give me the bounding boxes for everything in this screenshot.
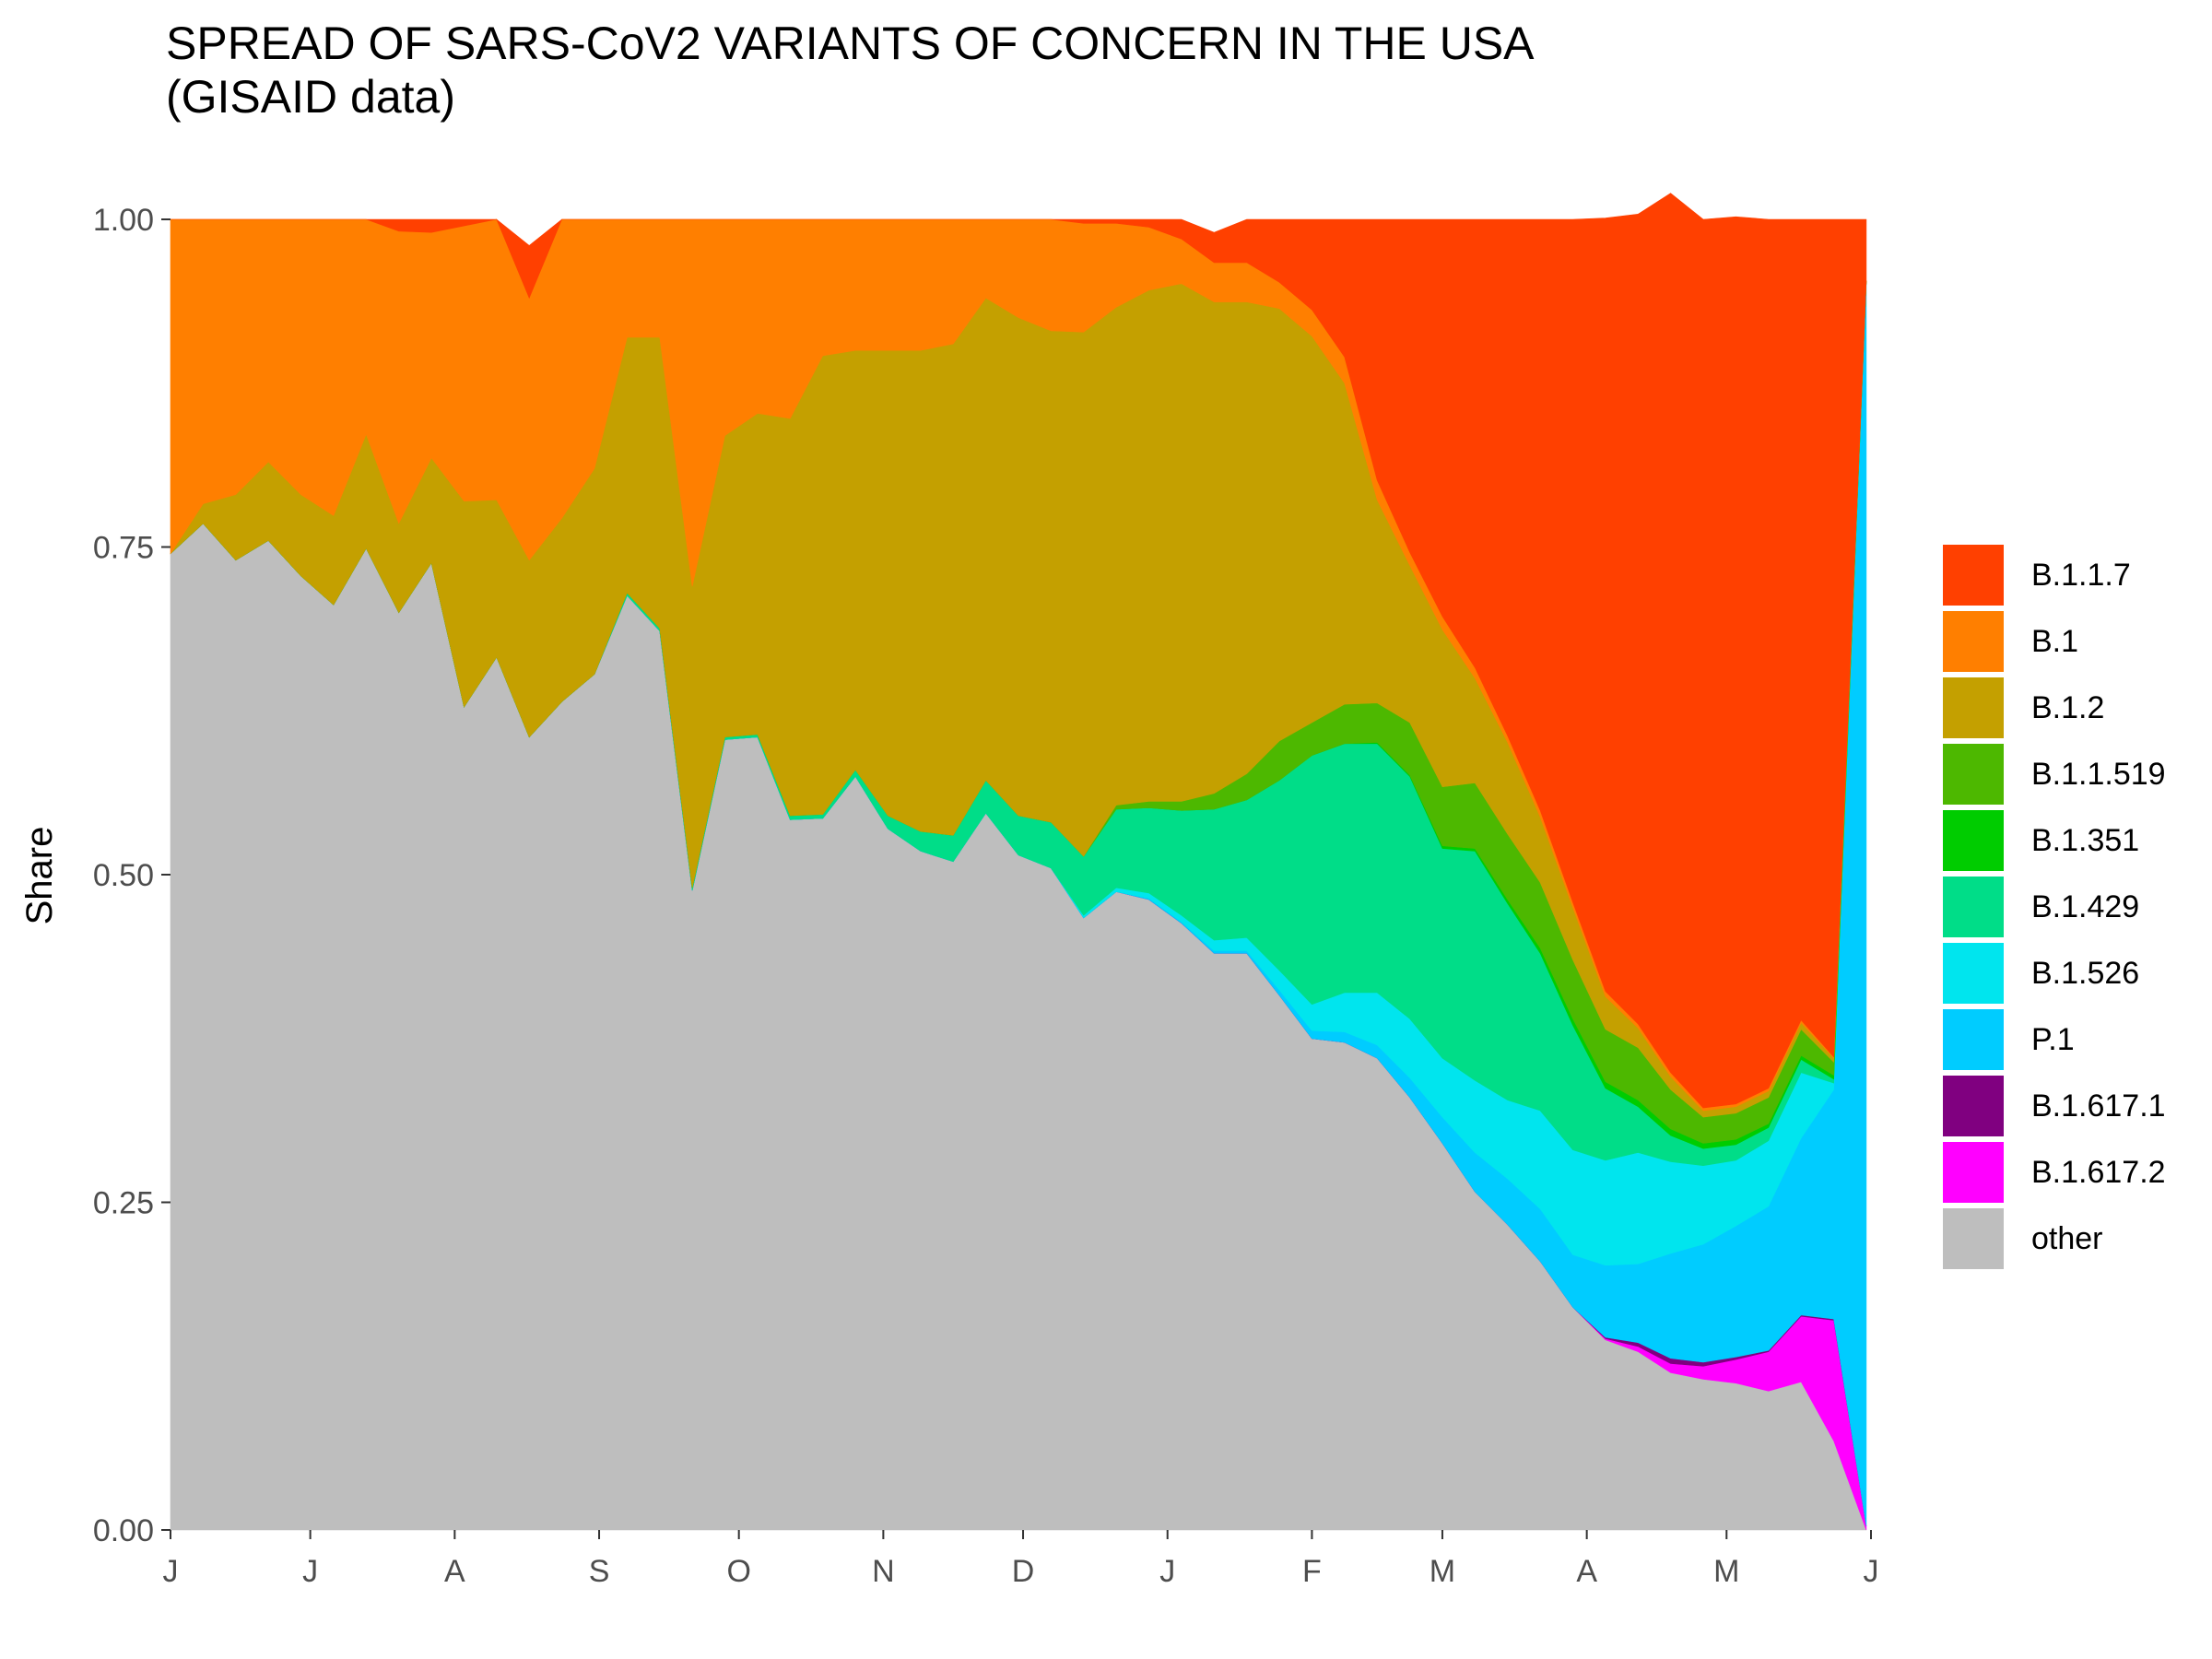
legend-label: B.1.429 [2031,888,2140,924]
legend-label: B.1.2 [2031,689,2105,725]
y-axis: 0.00 0.25 0.50 0.75 1.00 [93,203,171,1548]
legend-swatch [1943,545,2004,606]
chart-title-line-1: SPREAD OF SARS-CoV2 VARIANTS OF CONCERN … [166,18,1535,69]
legend-label: B.1.1.519 [2031,756,2166,792]
legend-swatch [1943,677,2004,738]
legend-label: other [2031,1220,2103,1256]
legend-item-b-1-1-519: B.1.1.519 [1943,741,2166,807]
legend-label: B.1.617.2 [2031,1154,2166,1190]
y-tick-label: 0.75 [93,531,154,566]
stacked-area-layer [170,193,1867,1531]
x-tick-label: J [302,1554,318,1589]
legend-label: B.1.617.1 [2031,1088,2166,1124]
legend-item-other: other [1943,1206,2166,1272]
legend-swatch [1943,1142,2004,1203]
x-tick-label: A [1576,1554,1597,1589]
legend: B.1.1.7 B.1 B.1.2 B.1.1.519 B.1.351 B.1.429 B.… [1943,542,2166,1272]
y-tick-label: 0.50 [93,858,154,893]
legend-item-b-1-429: B.1.429 [1943,874,2166,940]
legend-label: B.1.351 [2031,822,2140,858]
y-tick-label: 0.25 [93,1186,154,1221]
legend-swatch [1943,611,2004,672]
x-tick-label: J [1159,1554,1175,1589]
legend-swatch [1943,744,2004,805]
legend-swatch [1943,943,2004,1004]
x-tick-label: M [1430,1554,1455,1589]
legend-label: B.1 [2031,623,2079,659]
legend-swatch [1943,1076,2004,1136]
x-tick-label: D [1012,1554,1035,1589]
legend-label: P.1 [2031,1021,2075,1057]
legend-item-b-1-617-1: B.1.617.1 [1943,1073,2166,1139]
legend-label: B.1.1.7 [2031,557,2131,593]
legend-item-b-1-2: B.1.2 [1943,675,2166,741]
legend-swatch [1943,810,2004,871]
legend-swatch [1943,877,2004,937]
x-tick-label: F [1302,1554,1322,1589]
chart-title: SPREAD OF SARS-CoV2 VARIANTS OF CONCERN … [166,17,1535,124]
x-tick-label: O [726,1554,750,1589]
legend-item-b-1-351: B.1.351 [1943,807,2166,874]
x-tick-label: S [589,1554,610,1589]
legend-item-b-1: B.1 [1943,608,2166,675]
legend-swatch [1943,1009,2004,1070]
x-tick-label: J [163,1554,179,1589]
y-tick-label: 1.00 [93,203,154,238]
x-tick-label: N [872,1554,895,1589]
legend-item-b-1-1-7: B.1.1.7 [1943,542,2166,608]
x-tick-label: M [1713,1554,1739,1589]
y-tick-label: 0.00 [93,1513,154,1548]
legend-item-p-1: P.1 [1943,1006,2166,1073]
chart-title-line-2: (GISAID data) [166,71,455,123]
area-series-b-1-1-7 [171,193,1867,1109]
x-tick-label: J [1864,1554,1879,1589]
legend-swatch [1943,1208,2004,1269]
x-tick-label: A [444,1554,465,1589]
legend-item-b-1-526: B.1.526 [1943,940,2166,1006]
legend-item-b-1-617-2: B.1.617.2 [1943,1139,2166,1206]
legend-label: B.1.526 [2031,955,2140,991]
y-axis-title: Share [19,827,60,925]
